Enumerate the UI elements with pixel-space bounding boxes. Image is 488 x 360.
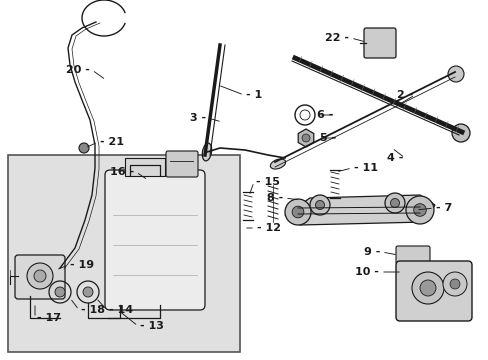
Circle shape	[315, 201, 324, 210]
Text: 22 -: 22 -	[325, 33, 348, 43]
Circle shape	[27, 263, 53, 289]
Ellipse shape	[202, 143, 211, 161]
Circle shape	[419, 280, 435, 296]
Text: 4 -: 4 -	[386, 153, 402, 163]
Circle shape	[411, 272, 443, 304]
Circle shape	[309, 195, 329, 215]
Circle shape	[447, 66, 463, 82]
Circle shape	[291, 206, 303, 218]
Text: - 11: - 11	[353, 163, 377, 173]
Circle shape	[302, 134, 309, 142]
FancyBboxPatch shape	[165, 151, 198, 177]
Text: 5 -: 5 -	[319, 133, 335, 143]
Text: 9 -: 9 -	[363, 247, 379, 257]
Circle shape	[285, 199, 310, 225]
Circle shape	[413, 204, 426, 216]
Text: - 14: - 14	[109, 305, 133, 315]
Text: - 1: - 1	[245, 90, 262, 100]
Text: - 7: - 7	[435, 203, 451, 213]
Bar	[125, 158, 164, 176]
FancyBboxPatch shape	[363, 28, 395, 58]
Text: - 13: - 13	[140, 321, 163, 331]
Circle shape	[390, 198, 399, 207]
Text: - 18: - 18	[81, 305, 105, 315]
Circle shape	[449, 279, 459, 289]
Text: 3 -: 3 -	[189, 113, 205, 123]
Circle shape	[405, 196, 433, 224]
FancyBboxPatch shape	[15, 255, 65, 299]
FancyBboxPatch shape	[105, 170, 204, 310]
Circle shape	[79, 143, 89, 153]
Text: - 21: - 21	[100, 137, 124, 147]
Bar	[8, 155, 240, 352]
Circle shape	[34, 270, 46, 282]
Text: 20 -: 20 -	[66, 65, 90, 75]
Circle shape	[442, 272, 466, 296]
Polygon shape	[285, 195, 434, 225]
Text: - 19: - 19	[70, 260, 94, 270]
Circle shape	[83, 287, 93, 297]
Text: - 15: - 15	[256, 177, 279, 187]
Circle shape	[451, 124, 469, 142]
Text: 6 -: 6 -	[316, 110, 332, 120]
Text: 10 -: 10 -	[354, 267, 378, 277]
Circle shape	[55, 287, 65, 297]
FancyBboxPatch shape	[395, 261, 471, 321]
Circle shape	[384, 193, 404, 213]
Text: - 12: - 12	[257, 223, 281, 233]
Text: - 17: - 17	[37, 313, 61, 323]
Text: 2 -: 2 -	[396, 90, 412, 100]
Ellipse shape	[270, 159, 285, 169]
Text: 8 -: 8 -	[266, 193, 283, 203]
Polygon shape	[298, 129, 313, 147]
Text: 16 -: 16 -	[110, 167, 134, 177]
FancyBboxPatch shape	[395, 246, 429, 264]
